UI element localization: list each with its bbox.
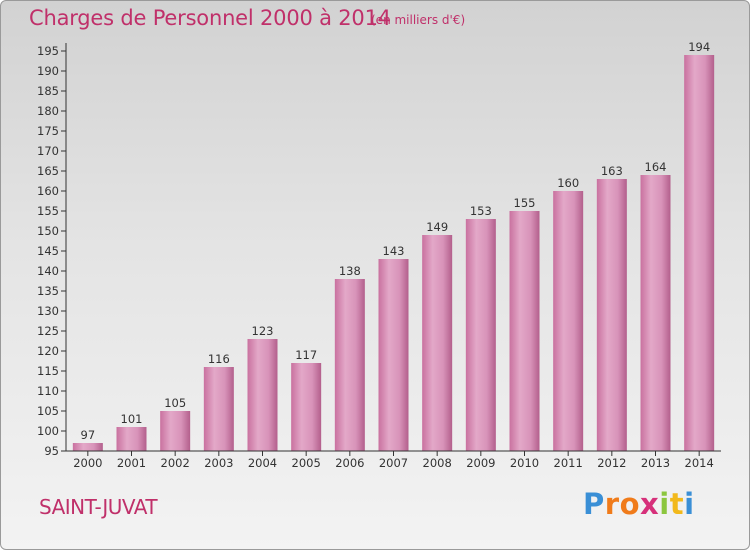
bar — [334, 279, 365, 451]
x-tick-label: 2014 — [685, 456, 714, 470]
bar — [596, 179, 627, 451]
data-label: 155 — [514, 196, 536, 210]
x-tick-label: 2005 — [292, 456, 321, 470]
data-label: 143 — [383, 244, 405, 258]
y-tick-label: 160 — [37, 184, 59, 198]
data-label: 164 — [645, 160, 667, 174]
data-label: 116 — [208, 352, 230, 366]
bar — [72, 443, 103, 451]
bar — [160, 411, 191, 451]
x-tick-label: 2006 — [335, 456, 364, 470]
y-tick-label: 155 — [37, 204, 59, 218]
x-tick-label: 2010 — [510, 456, 539, 470]
x-tick-label: 2003 — [204, 456, 233, 470]
y-tick-label: 175 — [37, 124, 59, 138]
chart-subtitle: (en milliers d'€) — [371, 13, 466, 27]
commune-name: SAINT-JUVAT — [39, 495, 158, 519]
logo-letter: P — [583, 487, 605, 521]
bar — [291, 363, 322, 451]
bar — [378, 259, 409, 451]
data-label: 194 — [688, 40, 710, 54]
logo-letter: r — [604, 487, 620, 521]
data-label: 160 — [557, 176, 579, 190]
logo-letter: i — [684, 487, 695, 521]
bar — [553, 191, 584, 451]
data-label: 101 — [121, 412, 143, 426]
chart-title: Charges de Personnel 2000 à 2014 — [29, 6, 391, 30]
y-tick-label: 145 — [37, 244, 59, 258]
y-tick-label: 170 — [37, 144, 59, 158]
data-label: 117 — [295, 348, 317, 362]
bar — [509, 211, 540, 451]
y-tick-label: 185 — [37, 84, 59, 98]
y-tick-label: 165 — [37, 164, 59, 178]
bar — [465, 219, 496, 451]
y-tick-label: 195 — [37, 44, 59, 58]
x-tick-label: 2000 — [73, 456, 102, 470]
logo-letter: t — [669, 487, 685, 521]
data-label: 105 — [164, 396, 186, 410]
x-tick-label: 2004 — [248, 456, 277, 470]
x-tick-label: 2001 — [117, 456, 146, 470]
y-tick-label: 105 — [37, 404, 59, 418]
x-tick-label: 2012 — [597, 456, 626, 470]
bar — [422, 235, 453, 451]
logo-letter: o — [619, 487, 641, 521]
data-label: 138 — [339, 264, 361, 278]
proxiti-logo: Proxiti — [583, 487, 695, 521]
y-tick-label: 120 — [37, 344, 59, 358]
data-label: 149 — [426, 220, 448, 234]
bar — [640, 175, 671, 451]
y-tick-label: 95 — [44, 444, 59, 458]
y-tick-label: 135 — [37, 284, 59, 298]
logo-letter: x — [640, 487, 660, 521]
data-label: 163 — [601, 164, 623, 178]
y-tick-label: 130 — [37, 304, 59, 318]
bar — [684, 55, 715, 451]
x-tick-label: 2011 — [554, 456, 583, 470]
bar — [203, 367, 234, 451]
y-tick-label: 110 — [37, 384, 59, 398]
x-tick-label: 2009 — [466, 456, 495, 470]
y-tick-label: 100 — [37, 424, 59, 438]
x-tick-label: 2007 — [379, 456, 408, 470]
y-tick-label: 125 — [37, 324, 59, 338]
data-label: 97 — [81, 428, 96, 442]
data-label: 153 — [470, 204, 492, 218]
y-tick-label: 115 — [37, 364, 59, 378]
x-tick-label: 2008 — [423, 456, 452, 470]
y-tick-label: 190 — [37, 64, 59, 78]
data-label: 123 — [252, 324, 274, 338]
bar — [116, 427, 147, 451]
y-tick-label: 180 — [37, 104, 59, 118]
logo-letter: i — [659, 487, 670, 521]
x-tick-label: 2013 — [641, 456, 670, 470]
y-tick-label: 140 — [37, 264, 59, 278]
x-tick-label: 2002 — [161, 456, 190, 470]
bar — [247, 339, 278, 451]
y-tick-label: 150 — [37, 224, 59, 238]
